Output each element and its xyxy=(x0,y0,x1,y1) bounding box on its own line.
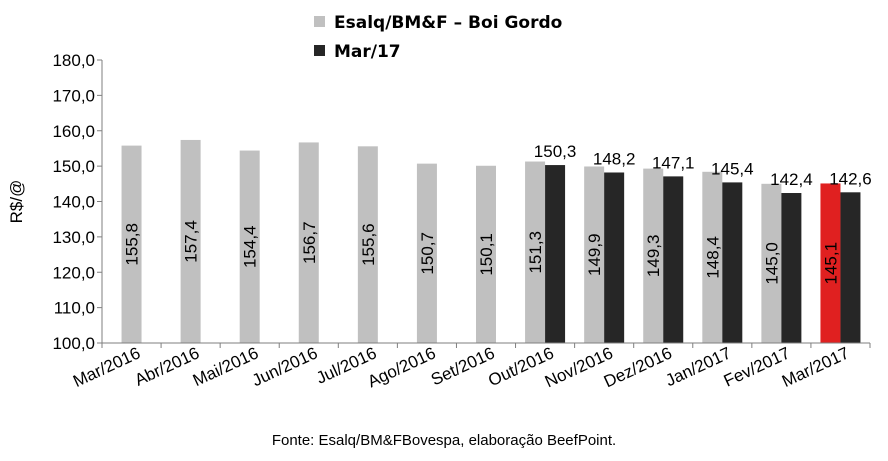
bar-label-esalq: 154,4 xyxy=(241,226,260,269)
bar-label-mar17: 150,3 xyxy=(534,142,577,161)
bar-esalq xyxy=(298,142,319,343)
y-tick-label: 180,0 xyxy=(52,51,95,70)
bar-esalq xyxy=(476,165,496,343)
bar-label-mar17: 148,2 xyxy=(593,149,636,168)
bar-esalq xyxy=(702,171,723,343)
bar-label-esalq: 157,4 xyxy=(182,220,201,263)
bar-label-esalq: 156,7 xyxy=(300,221,319,264)
x-tick-label: Mai/2016 xyxy=(190,343,261,390)
bar-label-esalq: 150,1 xyxy=(477,233,496,276)
bar-esalq xyxy=(357,146,378,343)
y-tick-label: 140,0 xyxy=(52,193,95,212)
bar-label-esalq: 150,7 xyxy=(418,232,437,275)
y-axis: 100,0 110,0 120,0 130,0 140,0 150,0 160,0 170,0… xyxy=(7,51,103,353)
x-tick-label: Fev/2017 xyxy=(721,343,793,390)
x-tick-label: Abr/2016 xyxy=(132,343,203,389)
y-tick-label: 100,0 xyxy=(52,334,95,353)
bar-label-esalq: 148,4 xyxy=(703,236,722,279)
legend-swatch xyxy=(314,45,325,56)
y-tick-label: 130,0 xyxy=(52,228,95,247)
bar-esalq xyxy=(643,168,664,343)
bar-label-esalq: 149,3 xyxy=(644,235,663,278)
bar-esalq xyxy=(820,183,841,343)
bar-label-esalq: 155,8 xyxy=(123,223,142,266)
bar-label-esalq: 149,9 xyxy=(585,233,604,276)
bar-label-esalq: 145,1 xyxy=(821,242,840,285)
bar-mar17 xyxy=(722,182,743,343)
bar-mar17 xyxy=(840,192,861,343)
y-tick-label: 110,0 xyxy=(54,299,95,318)
bars: 155,8 157,4 154,4 156,7 155,6 150,7 150,1 151,3… xyxy=(121,139,872,343)
bar-label-mar17: 145,4 xyxy=(711,159,754,178)
bar-label-mar17: 142,6 xyxy=(829,169,872,188)
bar-esalq xyxy=(416,163,437,343)
bar-mar17 xyxy=(545,165,566,343)
x-tick-label: Set/2016 xyxy=(428,343,498,389)
bar-label-esalq: 145,0 xyxy=(762,242,781,285)
bar-esalq xyxy=(239,150,260,343)
bar-esalq xyxy=(761,183,782,343)
x-tick-label: Ago/2016 xyxy=(365,343,439,391)
bar-mar17 xyxy=(604,172,625,343)
x-tick-label: Jan/2017 xyxy=(663,343,734,390)
x-axis: Mar/2016Abr/2016Mai/2016Jun/2016Jul/2016… xyxy=(70,342,871,391)
bar-label-esalq: 155,6 xyxy=(359,223,378,266)
source-note: Fonte: Esalq/BM&FBovespa, elaboração Bee… xyxy=(271,432,617,449)
legend: Esalq/BM&F – Boi Gordo Mar/17 xyxy=(314,13,562,62)
y-tick-label: 120,0 xyxy=(52,263,95,282)
bar-esalq xyxy=(180,139,201,343)
legend-label: Esalq/BM&F – Boi Gordo xyxy=(334,13,562,33)
x-tick-label: Jun/2016 xyxy=(249,343,320,390)
bar-esalq xyxy=(121,145,142,343)
bar-esalq xyxy=(525,161,546,343)
bar-esalq xyxy=(584,166,605,343)
y-tick-label: 170,0 xyxy=(52,86,95,105)
legend-label: Mar/17 xyxy=(334,42,401,62)
y-axis-label: R$/@ xyxy=(7,180,26,224)
bar-label-esalq: 151,3 xyxy=(526,231,545,274)
bar-mar17 xyxy=(663,176,684,343)
y-tick-label: 160,0 xyxy=(52,122,95,141)
x-tick-label: Dez/2016 xyxy=(601,343,675,391)
y-tick-label: 150,0 xyxy=(52,157,95,176)
bar-label-mar17: 147,1 xyxy=(652,153,695,172)
bar-label-mar17: 142,4 xyxy=(770,170,813,189)
legend-swatch xyxy=(314,16,325,27)
bar-mar17 xyxy=(781,193,802,343)
x-tick-label: Mar/2017 xyxy=(779,343,852,391)
